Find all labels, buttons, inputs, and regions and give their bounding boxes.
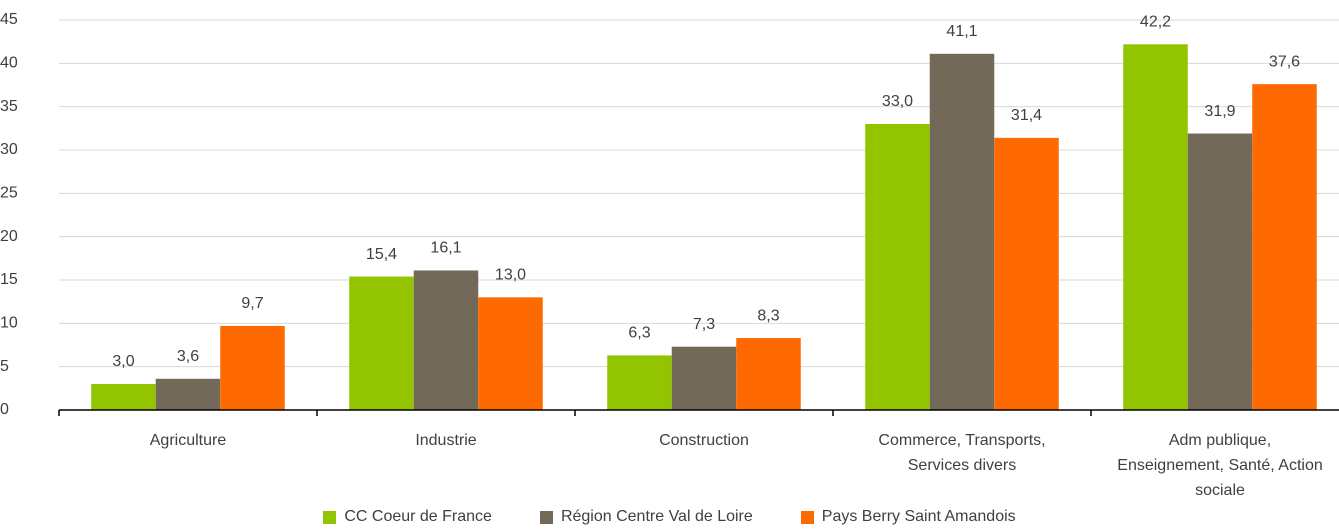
y-tick-label: 0 bbox=[0, 401, 9, 418]
value-label: 3,0 bbox=[112, 353, 134, 370]
bar bbox=[1252, 84, 1317, 410]
x-tick-label: Adm publique, Enseignement, Santé, Actio… bbox=[1117, 432, 1323, 499]
bar bbox=[607, 355, 672, 410]
y-tick-label: 45 bbox=[0, 11, 18, 28]
y-tick-label: 20 bbox=[0, 228, 18, 245]
value-label: 37,6 bbox=[1269, 53, 1300, 70]
value-label: 3,6 bbox=[177, 348, 199, 365]
value-label: 15,4 bbox=[366, 246, 397, 263]
legend-label: Région Centre Val de Loire bbox=[560, 508, 753, 525]
bar bbox=[929, 53, 995, 411]
y-tick-label: 15 bbox=[0, 271, 18, 288]
value-label: 9,7 bbox=[241, 295, 263, 312]
value-label: 6,3 bbox=[628, 325, 650, 342]
x-tick-label: Commerce, Transports, Services divers bbox=[878, 432, 1046, 474]
legend: CC Coeur de France Région Centre Val de L… bbox=[0, 508, 1339, 526]
value-label: 42,2 bbox=[1140, 13, 1171, 30]
legend-item: Région Centre Val de Loire bbox=[539, 508, 753, 526]
legend-label: Pays Berry Saint Amandois bbox=[821, 508, 1016, 525]
y-tick-label: 25 bbox=[0, 185, 18, 202]
legend-swatch bbox=[539, 510, 553, 524]
bar bbox=[349, 276, 414, 410]
bar bbox=[994, 137, 1059, 410]
legend-item: CC Coeur de France bbox=[323, 508, 492, 526]
value-label: 33,0 bbox=[882, 93, 913, 110]
value-label: 8,3 bbox=[757, 307, 779, 324]
y-tick-label: 10 bbox=[0, 315, 18, 332]
bar bbox=[671, 346, 737, 410]
y-tick-label: 40 bbox=[0, 55, 18, 72]
bar bbox=[1123, 44, 1188, 411]
x-tick-label: Agriculture bbox=[149, 432, 227, 449]
legend-item: Pays Berry Saint Amandois bbox=[800, 508, 1016, 526]
y-tick-label: 30 bbox=[0, 141, 18, 158]
bar bbox=[1187, 133, 1253, 411]
y-tick-label: 35 bbox=[0, 98, 18, 115]
bar bbox=[736, 338, 801, 410]
value-label: 7,3 bbox=[693, 316, 715, 333]
bar bbox=[478, 297, 543, 410]
value-label: 31,9 bbox=[1204, 103, 1235, 120]
y-tick-label: 5 bbox=[0, 358, 9, 375]
bar bbox=[865, 124, 930, 410]
value-label: 41,1 bbox=[946, 23, 977, 40]
bar bbox=[220, 325, 285, 410]
x-tick-label: Construction bbox=[659, 432, 749, 449]
legend-label: CC Coeur de France bbox=[344, 508, 492, 525]
x-tick-label: Industrie bbox=[415, 432, 477, 449]
value-label: 13,0 bbox=[495, 267, 526, 284]
bar bbox=[155, 378, 221, 410]
bar bbox=[413, 270, 479, 410]
bar bbox=[91, 384, 156, 410]
value-label: 31,4 bbox=[1011, 107, 1042, 124]
value-label: 16,1 bbox=[430, 240, 461, 257]
legend-swatch bbox=[323, 510, 337, 524]
legend-swatch bbox=[800, 510, 814, 524]
